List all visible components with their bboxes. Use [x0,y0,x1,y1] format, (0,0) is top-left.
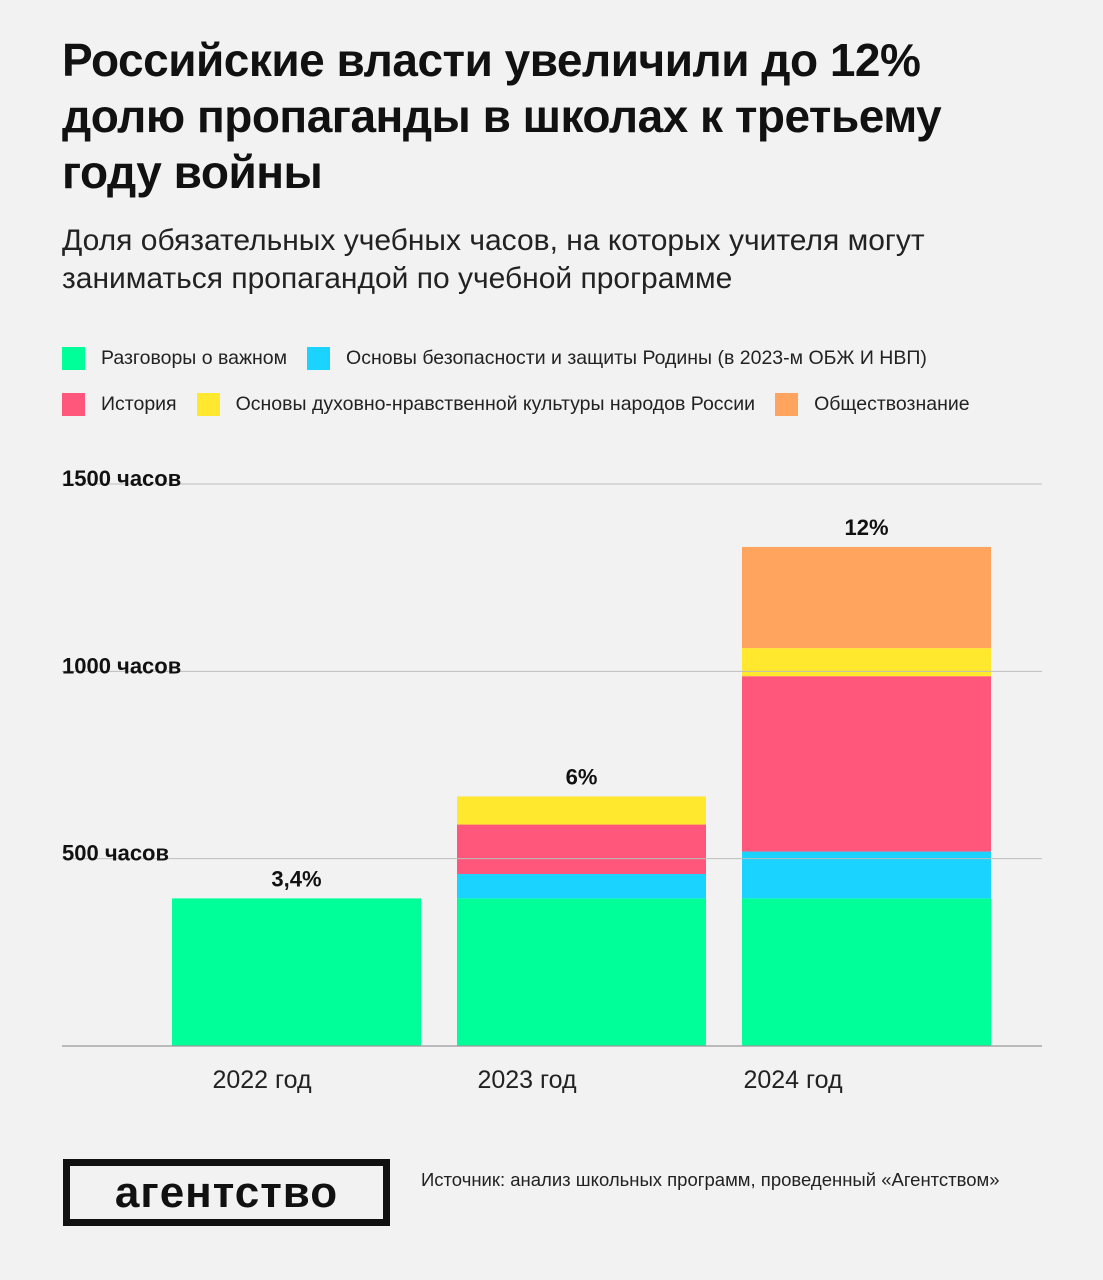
page-subtitle: Доля обязательных учебных часов, на кото… [62,224,925,295]
legend-swatch-istoriya [62,392,85,416]
bar-segment-odnknr-2 [457,796,706,825]
bar-segment-obshchestvoznanie-3 [742,546,991,649]
legend-swatch-razgovory [62,346,85,370]
legend-row-2: История Основы духовно-нравственной куль… [62,386,1062,422]
bar-segment-razgovory-2 [457,898,706,1046]
legend-label-obshchestvoznanie: Обществознание [814,392,970,415]
page-title: Российские власти увеличили до 12% долю … [62,34,942,198]
bar-segment-istoriya-3 [742,676,991,852]
source-note: Источник: анализ школьных программ, пров… [421,1169,1000,1190]
bar-segment-osnovy_bezopasnosti-2 [457,874,706,899]
legend-item-odnknr: Основы духовно-нравственной культуры нар… [196,392,756,416]
stacked-bar-chart: 3,4% 2022 год 6% 2023 год 12% 2024 год 500 час… [62,466,1042,1094]
bar-segment-odnknr-3 [742,648,991,677]
bar-segment-razgovory-1 [172,898,421,1046]
x-tick-label: 2024 год [743,1066,842,1094]
legend-item-razgovory: Разговоры о важном [62,346,288,370]
y-tick-label: 500 часов [62,841,169,866]
total-percent-label: 12% [844,515,888,540]
total-percent-label: 3,4% [271,866,321,891]
x-tick-label: 2023 год [477,1066,576,1094]
legend-label-istoriya: История [101,392,177,415]
bar-segment-istoriya-2 [457,824,706,875]
x-tick-label: 2022 год [212,1066,311,1094]
y-tick-label: 1500 часов [62,466,181,491]
legend-item-obshchestvoznanie: Обществознание [775,392,970,416]
bar-segment-razgovory-3 [742,898,991,1046]
agentstvo-logo: агентство [63,1159,390,1226]
legend: Разговоры о важном Основы безопасности и… [62,340,1062,432]
total-percent-label: 6% [566,764,598,789]
logo-text: агентство [114,1167,339,1217]
bar-segment-osnovy_bezopasnosti-3 [742,851,991,899]
legend-swatch-obshchestvoznanie [775,392,799,416]
legend-swatch-osnovy-bezopasnosti [307,346,331,370]
legend-row-1: Разговоры о важном Основы безопасности и… [62,340,1062,376]
legend-swatch-odnknr [196,392,220,416]
y-tick-label: 1000 часов [62,653,181,678]
legend-item-istoriya: История [62,392,177,416]
legend-item-osnovy-bezopasnosti: Основы безопасности и защиты Родины (в 2… [307,346,927,370]
legend-label-osnovy-bezopasnosti: Основы безопасности и защиты Родины (в 2… [346,346,927,369]
legend-label-razgovory: Разговоры о важном [101,346,288,369]
legend-label-odnknr: Основы духовно-нравственной культуры нар… [235,392,756,415]
